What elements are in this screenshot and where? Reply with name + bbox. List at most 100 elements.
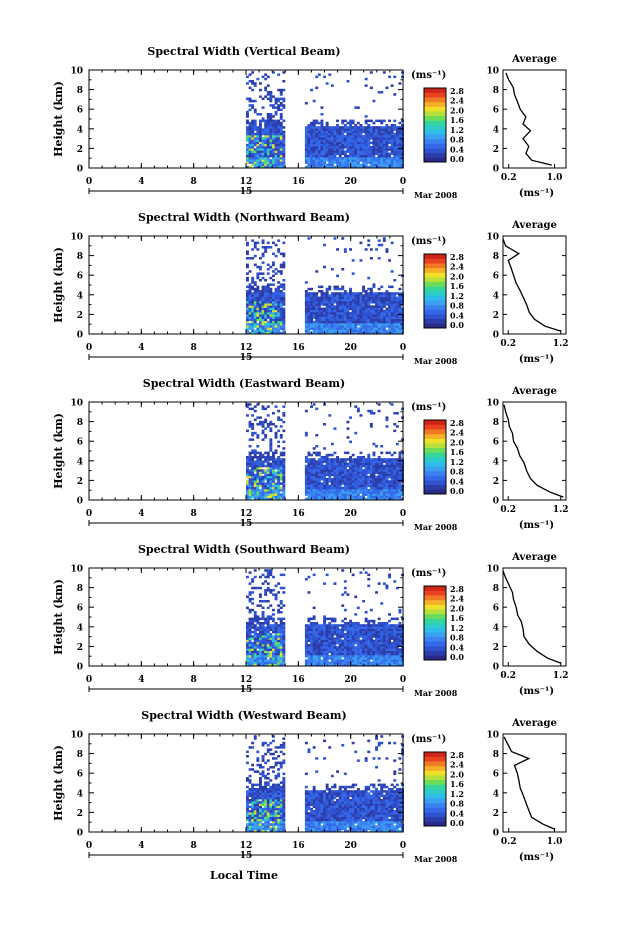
x-tick-label: 4 <box>138 343 144 353</box>
heatmap-cell <box>251 301 255 304</box>
heatmap-cell <box>320 495 324 499</box>
heatmap-cell <box>251 425 255 428</box>
heatmap-cell <box>330 460 334 463</box>
heatmap-cell <box>259 265 262 269</box>
heatmap-cell <box>398 458 402 461</box>
heatmap-cell <box>277 646 281 649</box>
heatmap-cell <box>349 619 352 623</box>
heatmap-cell <box>246 624 249 627</box>
heatmap-cell <box>310 471 313 474</box>
heatmap-cell <box>251 119 255 123</box>
heatmap-cell <box>274 646 278 649</box>
heatmap-cell <box>349 296 352 300</box>
heatmap-cell <box>333 309 337 313</box>
heatmap-cell <box>312 451 316 455</box>
heatmap-cell <box>248 146 252 149</box>
heatmap-cell <box>246 327 249 330</box>
heatmap-cell <box>369 257 373 260</box>
heatmap-cell <box>312 628 316 632</box>
heatmap-cell <box>277 471 281 474</box>
heatmap-cell <box>375 471 378 474</box>
heatmap-cell <box>328 152 332 156</box>
heatmap-cell <box>312 152 316 156</box>
heatmap-cell <box>251 434 255 437</box>
heatmap-cell <box>388 473 391 477</box>
colorbar-swatch <box>424 134 446 140</box>
heatmap-cell <box>266 582 270 585</box>
colorbar-tick-label: 2.0 <box>450 437 464 447</box>
heatmap-cell <box>259 497 262 501</box>
heatmap-cell <box>395 325 399 328</box>
heatmap-cell <box>261 663 265 667</box>
heatmap-cell <box>266 150 270 153</box>
heatmap-cell <box>356 320 360 324</box>
heatmap-cell <box>256 471 260 474</box>
heatmap-cell <box>251 635 255 638</box>
heatmap-cell <box>251 617 255 621</box>
heatmap-cell <box>256 290 260 293</box>
heatmap-cell <box>248 611 252 614</box>
heatmap-cell <box>246 296 249 300</box>
heatmap-cell <box>380 301 384 304</box>
heatmap-cell <box>266 152 270 156</box>
heatmap-cell <box>248 309 252 313</box>
heatmap-cell <box>325 150 329 153</box>
heatmap-cell <box>377 493 381 496</box>
heatmap-cell <box>328 301 332 304</box>
heatmap-cell <box>261 161 265 164</box>
heatmap-cell <box>282 88 286 92</box>
heatmap-cell <box>282 97 286 101</box>
heatmap-cell <box>388 294 391 297</box>
heatmap-cell <box>325 316 329 319</box>
heatmap-cell <box>364 301 368 304</box>
heatmap-cell <box>395 316 399 319</box>
heatmap-cell <box>312 484 316 488</box>
heatmap-cell <box>382 493 386 496</box>
heatmap-cell <box>341 491 345 494</box>
heatmap-cell <box>393 312 397 315</box>
heatmap-cell <box>356 141 360 145</box>
heatmap-cell <box>315 270 319 273</box>
heatmap-cell <box>315 320 319 324</box>
heatmap-cell <box>367 124 371 127</box>
heatmap-cell <box>264 287 268 291</box>
heatmap-cell <box>367 584 371 588</box>
heatmap-cell <box>251 493 255 496</box>
heatmap-cell <box>351 301 355 304</box>
heatmap-cell <box>393 471 397 474</box>
heatmap-cell <box>253 495 257 499</box>
heatmap-cell <box>304 314 308 317</box>
heatmap-cell <box>264 137 268 140</box>
heatmap-cell <box>382 486 386 490</box>
heatmap-cell <box>282 630 286 634</box>
heatmap-cell <box>277 467 281 470</box>
heatmap-cell <box>266 84 270 87</box>
heatmap-cell <box>375 325 378 328</box>
heatmap-cell <box>380 491 384 494</box>
heatmap-cell <box>274 633 278 636</box>
heatmap-cell <box>323 132 326 136</box>
heatmap-cell <box>307 157 311 160</box>
heatmap-cell <box>320 491 324 494</box>
heatmap-cell <box>372 628 376 632</box>
heatmap-cell <box>282 283 286 286</box>
y-axis-label: Height (km) <box>52 413 65 489</box>
heatmap-cell <box>264 325 268 328</box>
heatmap-cell <box>256 146 260 149</box>
heatmap-cell <box>251 624 255 627</box>
heatmap-cell <box>349 314 352 317</box>
heatmap-cell <box>395 327 399 330</box>
heatmap-cell <box>274 139 278 142</box>
heatmap-cell <box>349 491 352 494</box>
heatmap-cell <box>330 495 334 499</box>
heatmap-cell <box>310 458 313 461</box>
heatmap-cell <box>367 298 371 302</box>
heatmap-cell <box>336 318 339 322</box>
heatmap-cell <box>330 646 334 649</box>
heatmap-cell <box>330 309 334 313</box>
heatmap-cell <box>346 593 350 596</box>
heatmap-cell <box>272 497 275 501</box>
heatmap-cell <box>364 611 368 614</box>
heatmap-cell <box>380 318 384 322</box>
heatmap-cell <box>253 449 257 452</box>
